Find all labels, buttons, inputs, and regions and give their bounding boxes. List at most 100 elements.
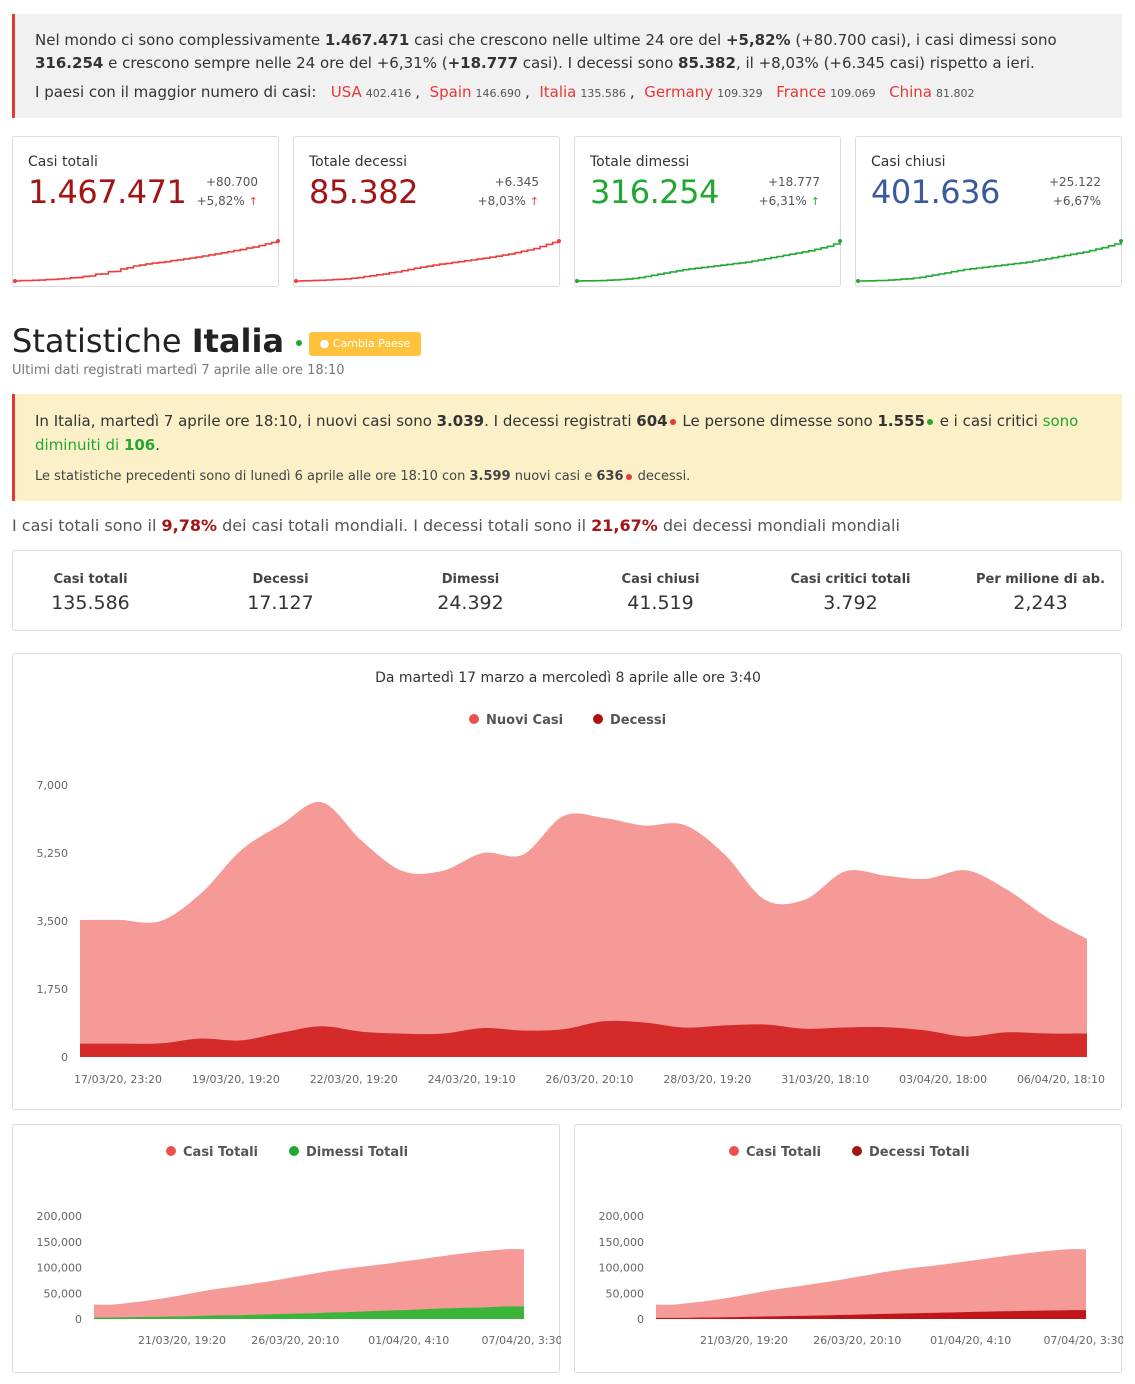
page-title: Statistiche Italia xyxy=(12,322,304,360)
recovered-chart: Casi Totali Dimessi Totali 0 50,000 100,000 1… xyxy=(12,1124,562,1373)
y-tick-label: 3,500 xyxy=(37,915,69,928)
area-series xyxy=(80,801,1087,1057)
sparkline-line xyxy=(576,241,841,282)
stat-card-pct: +8,03% ↑ xyxy=(477,194,539,208)
stat-item: Casi totali 135.586 xyxy=(0,551,183,614)
stat-item-label: Casi critici totali xyxy=(790,572,911,587)
stat-card-pct: +5,82% ↑ xyxy=(196,194,258,208)
x-tick-label: 17/03/20, 23:20 xyxy=(74,1073,162,1086)
stat-item-value: 3.792 xyxy=(823,592,878,614)
change-country-button[interactable]: ● Cambia Paese xyxy=(309,332,421,356)
arrow-up-icon: ↑ xyxy=(529,195,539,208)
legend-item[interactable]: Decessi Totali xyxy=(852,1145,970,1160)
x-tick-label: 26/03/20, 20:10 xyxy=(251,1334,339,1347)
country-link[interactable]: France 109.069 xyxy=(776,83,876,101)
legend-marker-icon xyxy=(469,714,479,724)
stat-card-label: Totale decessi xyxy=(309,154,408,170)
y-tick-label: 0 xyxy=(61,1051,68,1064)
sparkline xyxy=(294,239,561,283)
y-tick-label: 0 xyxy=(637,1313,644,1326)
arrow-up-icon: ↑ xyxy=(248,195,258,208)
x-tick-label: 26/03/20, 20:10 xyxy=(545,1073,633,1086)
y-tick-label: 200,000 xyxy=(37,1210,83,1223)
sparkline-line xyxy=(14,241,279,282)
sparkline-start-point xyxy=(856,279,860,283)
legend-marker-icon xyxy=(852,1146,862,1156)
x-tick-label: 06/04/20, 18:10 xyxy=(1017,1073,1105,1086)
legend-marker-icon xyxy=(166,1146,176,1156)
sparkline xyxy=(575,239,842,283)
stat-card-pct: +6,31% ↑ xyxy=(758,194,820,208)
previous-stats-note: Le statistiche precedenti sono di lunedì… xyxy=(35,469,691,484)
y-tick-label: 1,750 xyxy=(37,983,69,996)
stat-card-value: 401.636 xyxy=(871,173,1000,211)
legend-item[interactable]: Casi Totali xyxy=(729,1145,821,1160)
stat-item-value: 2,243 xyxy=(1013,592,1068,614)
country-link[interactable]: Spain 146.690, xyxy=(429,83,530,101)
area-series xyxy=(94,1306,524,1319)
sparkline-end-point xyxy=(557,239,561,243)
top-countries-label: I paesi con il maggior numero di casi: xyxy=(35,83,317,101)
stat-item-value: 24.392 xyxy=(437,592,504,614)
legend-label: Casi Totali xyxy=(183,1145,258,1160)
country-link[interactable]: China 81.802 xyxy=(889,83,975,101)
x-tick-label: 28/03/20, 19:20 xyxy=(663,1073,751,1086)
y-tick-label: 7,000 xyxy=(37,779,69,792)
world-deaths: 85.382 xyxy=(678,54,736,72)
sparkline-end-point xyxy=(276,239,280,243)
legend-marker-icon xyxy=(593,714,603,724)
x-tick-label: 21/03/20, 19:20 xyxy=(138,1334,226,1347)
daily-chart-svg: Da martedì 17 marzo a mercoledì 8 aprile… xyxy=(37,670,1106,1086)
recovered-dot-icon xyxy=(926,418,933,425)
stat-card: Totale dimessi 316.254 +18.777 +6,31% ↑ xyxy=(574,136,842,287)
stat-item-value: 135.586 xyxy=(51,592,130,614)
stat-item-label: Casi totali xyxy=(53,572,128,587)
sparkline-start-point xyxy=(13,279,17,283)
x-tick-label: 19/03/20, 19:20 xyxy=(192,1073,280,1086)
y-tick-label: 200,000 xyxy=(599,1210,645,1223)
y-tick-label: 100,000 xyxy=(599,1262,645,1275)
x-tick-label: 01/04/20, 4:10 xyxy=(930,1334,1011,1347)
stat-card-delta: +6.345 xyxy=(494,175,539,189)
country-link[interactable]: Italia 135.586, xyxy=(539,83,635,101)
stat-card-value: 1.467.471 xyxy=(28,173,187,211)
live-dot-icon xyxy=(296,340,303,346)
italy-daily-note: In Italia, martedì 7 aprile ore 18:10, i… xyxy=(12,394,1122,501)
legend-label: Decessi Totali xyxy=(869,1145,970,1160)
legend-item[interactable]: Dimessi Totali xyxy=(289,1145,408,1160)
legend-item[interactable]: Nuovi Casi xyxy=(469,713,563,728)
country-link[interactable]: Germany 109.329 xyxy=(644,83,763,101)
recovered-chart-svg: Casi Totali Dimessi Totali 0 50,000 100,000 1… xyxy=(37,1145,562,1347)
stat-item: Casi chiusi 41.519 xyxy=(568,551,753,614)
sparkline-line xyxy=(295,241,560,282)
area-series xyxy=(80,1020,1087,1057)
x-tick-label: 07/04/20, 3:30 xyxy=(1043,1334,1123,1347)
country-link[interactable]: USA 402.416, xyxy=(330,83,421,101)
legend-item[interactable]: Decessi xyxy=(593,713,666,728)
area-series xyxy=(656,1310,1086,1319)
stat-item: Decessi 17.127 xyxy=(188,551,373,614)
y-tick-label: 0 xyxy=(75,1313,82,1326)
x-tick-label: 01/04/20, 4:10 xyxy=(368,1334,449,1347)
x-tick-label: 03/04/20, 18:00 xyxy=(899,1073,987,1086)
stat-card-delta: +80.700 xyxy=(205,175,258,189)
stat-card-value: 316.254 xyxy=(590,173,719,211)
stat-card: Casi chiusi 401.636 +25.122 +6,67% xyxy=(855,136,1123,287)
legend-marker-icon xyxy=(289,1146,299,1156)
legend-label: Casi Totali xyxy=(746,1145,821,1160)
area-series xyxy=(94,1249,524,1319)
stat-item-value: 41.519 xyxy=(627,592,694,614)
sparkline-line xyxy=(857,241,1122,282)
legend-item[interactable]: Casi Totali xyxy=(166,1145,258,1160)
world-summary-text: Nel mondo ci sono complessivamente 1.467… xyxy=(35,31,1057,72)
y-tick-label: 150,000 xyxy=(37,1236,83,1249)
stat-item-value: 17.127 xyxy=(247,592,314,614)
x-tick-label: 26/03/20, 20:10 xyxy=(813,1334,901,1347)
map-pin-icon: ● xyxy=(319,337,330,350)
deaths-chart: Casi Totali Decessi Totali 0 50,000 100,000 1… xyxy=(574,1124,1123,1373)
deaths-dot-icon xyxy=(669,418,676,425)
stat-card: Casi totali 1.467.471 +80.700 +5,82% ↑ xyxy=(12,136,280,287)
sparkline-start-point xyxy=(294,279,298,283)
y-tick-label: 50,000 xyxy=(44,1287,83,1300)
x-tick-label: 07/04/20, 3:30 xyxy=(481,1334,561,1347)
